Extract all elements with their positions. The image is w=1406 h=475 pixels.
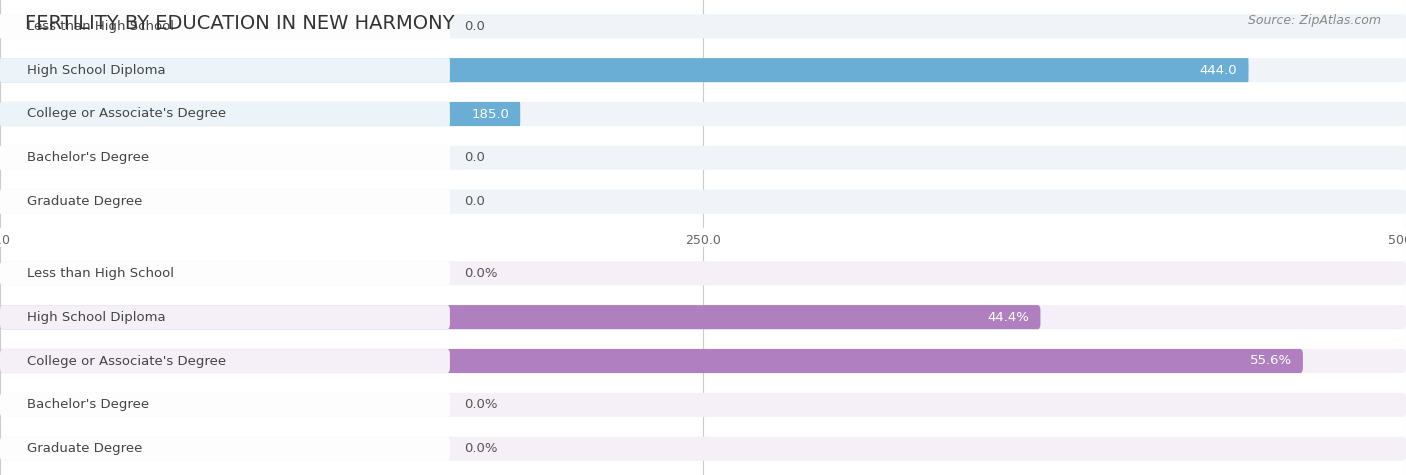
FancyBboxPatch shape [0, 102, 450, 126]
Text: FERTILITY BY EDUCATION IN NEW HARMONY: FERTILITY BY EDUCATION IN NEW HARMONY [25, 14, 454, 33]
FancyBboxPatch shape [0, 349, 1406, 373]
Text: High School Diploma: High School Diploma [27, 311, 166, 323]
FancyBboxPatch shape [0, 349, 450, 373]
FancyBboxPatch shape [0, 58, 1406, 82]
FancyBboxPatch shape [0, 58, 450, 82]
FancyBboxPatch shape [0, 393, 450, 417]
Text: Graduate Degree: Graduate Degree [27, 195, 142, 208]
Text: Graduate Degree: Graduate Degree [27, 442, 142, 455]
Text: Less than High School: Less than High School [27, 20, 174, 33]
Text: 0.0%: 0.0% [464, 267, 498, 280]
Text: Bachelor's Degree: Bachelor's Degree [27, 152, 149, 164]
FancyBboxPatch shape [0, 261, 1406, 285]
Text: 0.0%: 0.0% [464, 442, 498, 455]
Text: 44.4%: 44.4% [987, 311, 1029, 323]
Text: Source: ZipAtlas.com: Source: ZipAtlas.com [1247, 14, 1381, 27]
FancyBboxPatch shape [0, 437, 450, 461]
FancyBboxPatch shape [0, 305, 1406, 329]
FancyBboxPatch shape [0, 349, 1303, 373]
Text: Bachelor's Degree: Bachelor's Degree [27, 399, 149, 411]
Text: 0.0: 0.0 [464, 195, 485, 208]
FancyBboxPatch shape [0, 146, 1406, 170]
Text: College or Associate's Degree: College or Associate's Degree [27, 354, 226, 368]
FancyBboxPatch shape [0, 14, 450, 38]
FancyBboxPatch shape [0, 305, 1040, 329]
FancyBboxPatch shape [0, 14, 1406, 38]
Text: 0.0%: 0.0% [464, 399, 498, 411]
FancyBboxPatch shape [0, 146, 450, 170]
Text: High School Diploma: High School Diploma [27, 64, 166, 76]
FancyBboxPatch shape [0, 393, 1406, 417]
FancyBboxPatch shape [0, 102, 520, 126]
Text: 444.0: 444.0 [1199, 64, 1237, 76]
Text: 0.0: 0.0 [464, 152, 485, 164]
Text: 185.0: 185.0 [471, 107, 509, 121]
Text: Less than High School: Less than High School [27, 267, 174, 280]
FancyBboxPatch shape [0, 58, 1249, 82]
Text: 55.6%: 55.6% [1250, 354, 1292, 368]
Text: 0.0: 0.0 [464, 20, 485, 33]
FancyBboxPatch shape [0, 102, 1406, 126]
FancyBboxPatch shape [0, 190, 450, 214]
FancyBboxPatch shape [0, 190, 1406, 214]
FancyBboxPatch shape [0, 305, 450, 329]
Text: College or Associate's Degree: College or Associate's Degree [27, 107, 226, 121]
FancyBboxPatch shape [0, 437, 1406, 461]
FancyBboxPatch shape [0, 261, 450, 285]
